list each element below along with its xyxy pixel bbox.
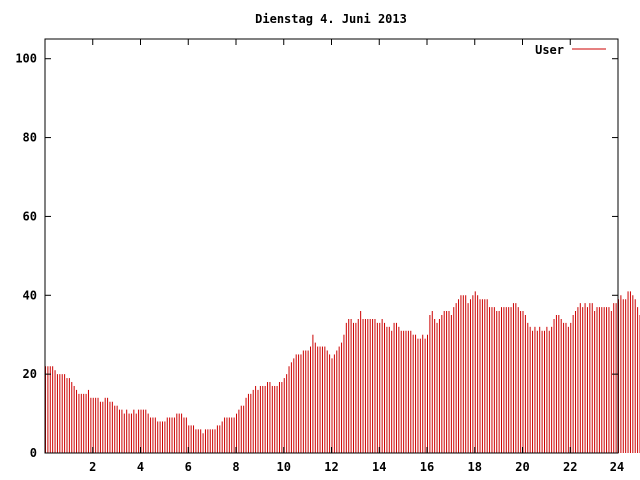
y-tick-label: 100: [15, 52, 37, 66]
legend: User: [535, 43, 606, 57]
legend-label: User: [535, 43, 564, 57]
x-tick-label: 6: [185, 460, 192, 474]
x-tick-label: 12: [324, 460, 338, 474]
bars-group: [45, 291, 640, 453]
x-tick-label: 24: [610, 460, 624, 474]
x-tick-label: 10: [277, 460, 291, 474]
x-tick-label: 8: [232, 460, 239, 474]
y-tick-label: 20: [23, 367, 37, 381]
x-tick-label: 4: [137, 460, 144, 474]
x-tick-label: 2: [89, 460, 96, 474]
x-axis: 2 4 6 8 10 12 14 16 18 20 22 24: [89, 39, 624, 474]
chart-title: Dienstag 4. Juni 2013: [255, 12, 407, 26]
y-tick-label: 60: [23, 209, 37, 223]
x-tick-label: 20: [515, 460, 529, 474]
x-tick-label: 18: [468, 460, 482, 474]
y-tick-label: 0: [30, 446, 37, 460]
plot-frame: [44, 38, 619, 454]
x-tick-label: 16: [420, 460, 434, 474]
x-tick-label: 22: [563, 460, 577, 474]
y-tick-label: 40: [23, 288, 37, 302]
y-tick-label: 80: [23, 131, 37, 145]
x-tick-label: 14: [372, 460, 386, 474]
